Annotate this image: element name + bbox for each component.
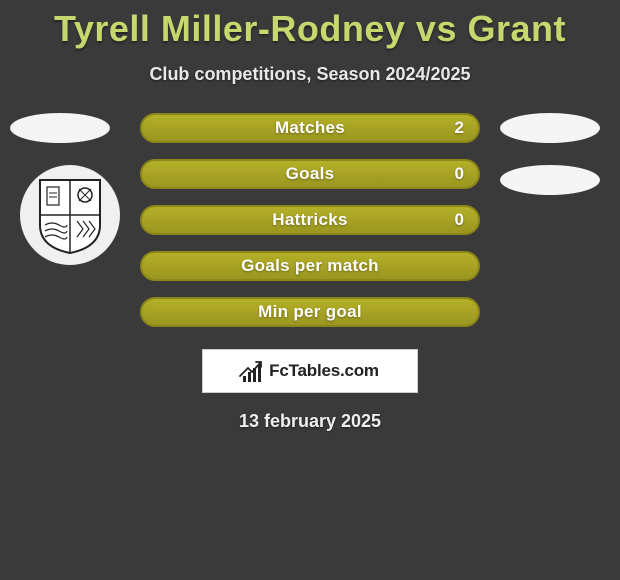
snapshot-date: 13 february 2025 [0, 411, 620, 432]
subtitle: Club competitions, Season 2024/2025 [0, 64, 620, 85]
page-title: Tyrell Miller-Rodney vs Grant [0, 0, 620, 50]
bar-chart-icon [241, 360, 263, 382]
stat-value: 0 [455, 210, 464, 230]
stat-value: 0 [455, 164, 464, 184]
club-crest-left [20, 165, 120, 265]
source-logo-text: FcTables.com [269, 361, 379, 381]
stats-container: Matches 2 Goals 0 Hattricks 0 Goals per … [140, 113, 480, 327]
stat-row-goals-per-match: Goals per match [140, 251, 480, 281]
shield-icon [35, 175, 105, 255]
player-right-avatar-1 [500, 113, 600, 143]
player-right-avatar-2 [500, 165, 600, 195]
stat-label: Matches [275, 118, 345, 138]
stat-label: Goals per match [241, 256, 379, 276]
stat-row-matches: Matches 2 [140, 113, 480, 143]
stat-label: Hattricks [272, 210, 347, 230]
stat-value: 2 [455, 118, 464, 138]
stat-row-goals: Goals 0 [140, 159, 480, 189]
stat-row-hattricks: Hattricks 0 [140, 205, 480, 235]
player-left-avatar [10, 113, 110, 143]
stat-row-min-per-goal: Min per goal [140, 297, 480, 327]
stat-label: Min per goal [258, 302, 362, 322]
stat-label: Goals [286, 164, 335, 184]
comparison-layout: Matches 2 Goals 0 Hattricks 0 Goals per … [0, 113, 620, 432]
source-logo-box: FcTables.com [202, 349, 418, 393]
